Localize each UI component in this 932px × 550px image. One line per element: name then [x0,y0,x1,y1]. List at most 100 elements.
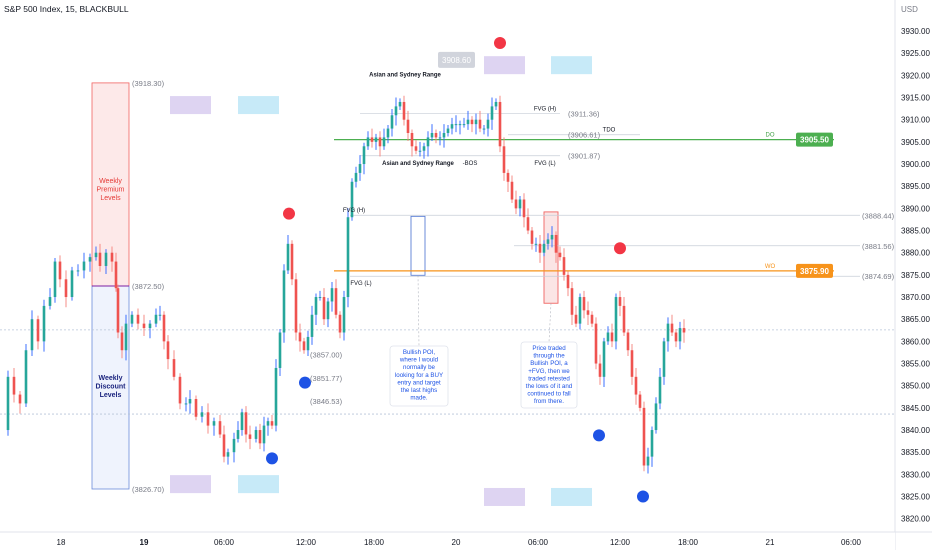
note-text: where I would [399,357,439,364]
price-level-label: (3901.87) [568,152,601,161]
candle-body [566,274,570,289]
candle-body [658,376,662,404]
candle-body [602,341,606,377]
candle-body [36,319,40,342]
time-axis-panel[interactable] [0,532,895,550]
candle-body [550,234,554,240]
candle-body [374,137,378,142]
candle-body [98,252,102,266]
annotation-label: WO [765,264,776,270]
candle-body [76,270,80,272]
candle-body [58,261,62,280]
candle-body [674,332,678,342]
note-text: continued to fall [527,391,570,398]
candle-body [148,323,152,329]
candle-body [634,376,638,395]
note-box [520,341,578,409]
candle-body [354,172,358,182]
candle-body [154,314,158,324]
candle-body [410,133,414,147]
candle-body [222,434,226,457]
candle-body [442,133,446,138]
candle-body [286,243,290,271]
candle-body [542,243,546,253]
x-tick-label: 12:00 [296,538,317,547]
candle-body [554,234,558,253]
candle-body [666,323,670,342]
note-text: from there. [534,398,564,405]
candle-body [114,261,118,289]
note-text: normally be [403,364,436,371]
x-tick-label: 12:00 [610,538,631,547]
candle-body [322,297,326,320]
candle-body [474,119,478,125]
candle-body [200,412,204,417]
x-tick-label: 06:00 [841,538,862,547]
candles [6,95,686,474]
candle-body [258,430,262,444]
currency-label: USD [901,5,918,14]
candle-body [64,279,68,298]
candle-body [466,119,470,125]
candle-body [622,305,626,333]
candle-body [390,115,394,129]
candle-body [53,261,57,298]
y-tick-label: 3895.00 [901,182,930,191]
candle-body [650,430,654,457]
y-tick-label: 3870.00 [901,293,930,302]
candle-body [606,332,610,342]
candle-body [282,270,286,333]
candle-body [310,314,314,337]
candle-body [70,270,74,298]
note-text: +FVG, then we [528,368,570,375]
swing-low-marker [299,376,311,389]
swing-high-marker [283,207,295,220]
candle-body [630,350,634,377]
note-text: Price traded [532,345,566,352]
y-tick-label: 3915.00 [901,94,930,103]
candle-body [274,367,278,426]
y-tick-label: 3920.00 [901,71,930,80]
candle-body [30,319,34,351]
candle-body [244,412,248,435]
candle-body [378,137,382,147]
chart-title: S&P 500 Index, 15, BLACKBULL [4,4,129,14]
session-box [551,487,592,506]
candle-body [232,438,236,453]
session-box [484,56,525,75]
candle-body [306,336,310,351]
swing-low-marker [637,490,649,503]
price-axis-panel[interactable] [895,0,932,550]
candle-body [558,252,562,258]
premium-label: Weekly [99,178,122,185]
x-tick-label: 21 [766,538,775,547]
candle-body [642,407,646,466]
y-tick-label: 3875.00 [901,271,930,280]
candle-body [290,243,294,280]
note-text: traded retested [528,375,570,382]
candle-body [454,124,458,126]
tdo-badge [438,51,475,68]
annotation-label: FVG (H) [343,208,365,214]
candle-body [120,332,124,351]
candle-body [526,217,530,231]
y-tick-label: 3925.00 [901,49,930,58]
candle-body [586,310,590,315]
swing-markers [266,37,649,503]
tdo-badge-text: 3908.60 [442,56,471,65]
candle-body [498,101,502,147]
swing-high-marker [494,37,506,50]
candle-body [338,314,342,333]
candle-body [82,261,86,271]
candle-body [294,279,298,333]
weekly-premium-zone [91,82,130,287]
price-level-label: (3906.61) [568,131,601,140]
price-badge-text: 3905.50 [800,136,829,145]
candle-body [266,421,270,426]
annotation-label: TDO [603,128,616,134]
y-tick-label: 3850.00 [901,382,930,391]
candle-body [534,243,538,245]
y-tick-label: 3830.00 [901,470,930,479]
candle-body [610,332,614,342]
